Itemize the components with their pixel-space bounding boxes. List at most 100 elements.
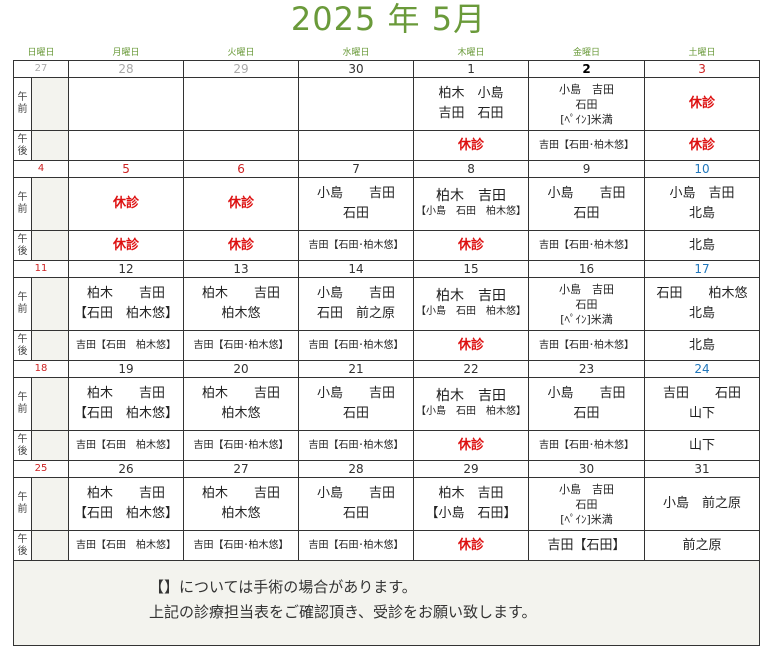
doctor-cell: 小島 吉田 北島 <box>644 177 761 231</box>
sunday-cell <box>30 277 70 331</box>
am-row: 午 前休診 休診 小島 吉田 石田 柏木 吉田 【小島 石田 柏木悠】 小島 吉田 石田小… <box>13 177 761 231</box>
date-cell: 3 <box>644 60 761 78</box>
date-cell: 22 <box>413 360 530 378</box>
date-cell: 4 <box>12 160 70 178</box>
date-row: 27 28 29 30 1 2 3 <box>12 60 761 78</box>
date-cell: 6 <box>183 160 300 178</box>
cell-line: 柏木 吉田 <box>436 288 507 304</box>
doctor-cell: 柏木 吉田 【小島 石田 柏木悠】 <box>413 277 530 331</box>
date-cell: 27 <box>183 460 300 478</box>
cell-line: 石田 <box>575 97 598 111</box>
date-cell: 2 <box>528 60 646 78</box>
pm-row: 午 後 休診 吉田【石田･柏木悠】 休診 <box>13 130 761 161</box>
doctor-cell: 吉田【石田･柏木悠】 <box>298 330 415 361</box>
doctor-cell: 小島 吉田 石田 <box>528 177 646 231</box>
doctor-cell: 吉田【石田 柏木悠】 <box>68 530 185 561</box>
closed-cell: 休診 <box>644 77 761 131</box>
am-label: 午 前 <box>13 477 32 531</box>
date-cell: 19 <box>68 360 185 378</box>
weekday-header-row: 日曜日 月曜日 火曜日 水曜日 木曜日 金曜日 土曜日 <box>14 42 760 61</box>
pm-label: 午 後 <box>13 530 32 561</box>
cell-line: 【小島 石田 柏木悠】 <box>416 406 527 417</box>
date-cell: 26 <box>68 460 185 478</box>
date-cell: 16 <box>528 260 646 278</box>
closed-cell: 休診 <box>413 130 530 161</box>
doctor-cell: 吉田【石田 柏木悠】 <box>68 430 185 461</box>
am-label: 午 前 <box>13 277 32 331</box>
weekday-header: 水曜日 <box>342 47 370 58</box>
note-line-surgery: 【】については手術の場合があります。 <box>149 578 417 596</box>
pm-label: 午 後 <box>13 430 32 461</box>
date-cell: 9 <box>528 160 646 178</box>
doctor-cell: 吉田【石田･柏木悠】 <box>183 330 300 361</box>
doctor-cell: 柏木 小島 吉田 石田 <box>413 77 530 131</box>
doctor-cell: 小島 吉田 石田 [ﾍﾟｲﾝ]米満 <box>528 277 646 331</box>
am-label: 午 前 <box>13 177 32 231</box>
closed-cell: 休診 <box>413 330 530 361</box>
sunday-cell <box>30 377 70 431</box>
weekday-header: 金曜日 <box>573 47 601 58</box>
doctor-cell: 吉田【石田･柏木悠】 <box>528 230 646 261</box>
sunday-cell <box>30 430 70 461</box>
sunday-cell <box>30 230 70 261</box>
doctor-cell: 柏木 吉田【小島 石田 柏木悠】 <box>413 377 530 431</box>
doctor-cell: 柏木 吉田 【小島 石田 柏木悠】 <box>413 177 530 231</box>
closed-cell: 休診 <box>413 430 530 461</box>
cell-line: [ﾍﾟｲﾝ]米満 <box>560 312 613 326</box>
cell-line: 石田 <box>575 497 598 511</box>
notes-box: 【】については手術の場合があります。 上記の診療担当表をご確認頂き、受診をお願い… <box>12 560 761 646</box>
doctor-cell <box>298 77 415 131</box>
pm-row: 午 後休診 休診 吉田【石田･柏木悠】 休診 吉田【石田･柏木悠】 北島 <box>13 230 761 261</box>
note-line-confirm: 上記の診療担当表をご確認頂き、受診をお願い致します。 <box>149 603 537 621</box>
date-cell: 15 <box>413 260 530 278</box>
date-cell: 29 <box>183 60 300 78</box>
schedule-calendar: 日曜日 月曜日 火曜日 水曜日 木曜日 金曜日 土曜日 27 28 29 30 1 2 3 午 前柏木 小… <box>12 42 761 646</box>
sunday-cell <box>30 77 70 131</box>
date-cell: 28 <box>298 460 415 478</box>
doctor-cell: 吉田【石田･柏木悠】 <box>298 230 415 261</box>
weekday-header: 日曜日 <box>27 47 55 58</box>
am-label: 午 前 <box>13 77 32 131</box>
doctor-cell: 小島 吉田 石田 <box>298 377 415 431</box>
doctor-cell <box>298 130 415 161</box>
doctor-cell: 北島 <box>644 330 761 361</box>
pm-label: 午 後 <box>13 230 32 261</box>
doctor-cell: 柏木 吉田 【石田 柏木悠】 <box>68 377 185 431</box>
doctor-cell: 吉田【石田･柏木悠】 <box>298 530 415 561</box>
doctor-cell: 小島 吉田 石田 <box>528 377 646 431</box>
closed-cell: 休診 <box>413 230 530 261</box>
am-row: 午 前柏木 吉田 【石田 柏木悠】 柏木 吉田 柏木悠 小島 吉田 石田 前之原 柏木… <box>13 277 761 331</box>
doctor-cell: 小島 吉田 石田 [ﾍﾟｲﾝ]米満 <box>528 477 646 531</box>
date-cell: 30 <box>528 460 646 478</box>
sunday-cell <box>30 530 70 561</box>
sunday-cell <box>30 177 70 231</box>
doctor-cell: 吉田【石田･柏木悠】 <box>298 430 415 461</box>
date-cell: 30 <box>298 60 415 78</box>
date-cell: 1 <box>413 60 530 78</box>
doctor-cell: 柏木 吉田 【石田 柏木悠】 <box>68 277 185 331</box>
pm-row: 午 後吉田【石田 柏木悠】 吉田【石田･柏木悠】 吉田【石田･柏木悠】 休診 吉田【石田… <box>13 430 761 461</box>
date-cell: 31 <box>644 460 761 478</box>
doctor-cell: 吉田【石田･柏木悠】 <box>528 330 646 361</box>
doctor-cell: 吉田 石田 山下 <box>644 377 761 431</box>
date-cell: 8 <box>413 160 530 178</box>
doctor-cell: 吉田【石田･柏木悠】 <box>183 430 300 461</box>
date-row: 11 12 13 14 15 16 17 <box>12 260 761 278</box>
pm-row: 午 後吉田【石田 柏木悠】 吉田【石田･柏木悠】 吉田【石田･柏木悠】 休診 吉田【石田… <box>13 330 761 361</box>
sunday-cell <box>30 130 70 161</box>
am-row: 午 前柏木 吉田 【石田 柏木悠】 柏木 吉田 柏木悠 小島 吉田 石田 柏木 吉田 … <box>13 477 761 531</box>
closed-cell: 休診 <box>183 177 300 231</box>
cell-line: 柏木 吉田 <box>436 388 507 404</box>
date-cell: 7 <box>298 160 415 178</box>
doctor-cell: 小島 吉田 石田 <box>298 477 415 531</box>
date-cell: 28 <box>68 60 185 78</box>
doctor-cell: 吉田【石田】 <box>528 530 646 561</box>
doctor-cell: 小島 吉田 石田 <box>298 177 415 231</box>
am-label: 午 前 <box>13 377 32 431</box>
doctor-cell: 前之原 <box>644 530 761 561</box>
date-cell: 10 <box>644 160 761 178</box>
pm-row: 午 後吉田【石田 柏木悠】 吉田【石田･柏木悠】 吉田【石田･柏木悠】 休診 吉田【石田… <box>13 530 761 561</box>
date-cell: 27 <box>12 60 70 78</box>
doctor-cell: 柏木 吉田 柏木悠 <box>183 277 300 331</box>
doctor-cell: 石田 柏木悠 北島 <box>644 277 761 331</box>
